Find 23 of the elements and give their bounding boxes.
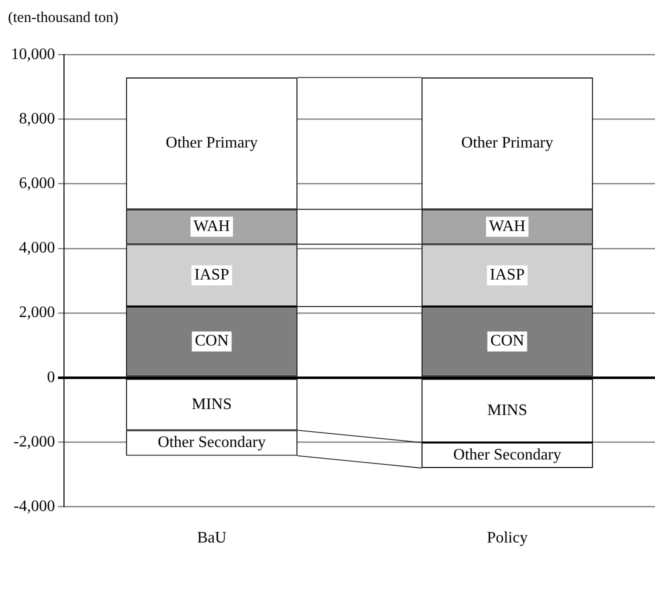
- text: CON: [490, 332, 524, 350]
- y-tick-label: 6,000: [19, 175, 55, 192]
- y-tick-label: 2,000: [19, 304, 55, 322]
- text: IASP: [490, 266, 525, 284]
- series-label: MINS: [192, 396, 232, 413]
- y-tick-label: -2,000: [14, 433, 55, 450]
- y-tick-label: 8,000: [19, 110, 55, 128]
- text: Other Secondary: [453, 446, 562, 464]
- y-axis-title: (ten-thousand ton): [8, 9, 120, 28]
- text: WAH: [489, 218, 526, 235]
- x-tick-label: Policy: [486, 530, 528, 547]
- series-label: WAH: [194, 218, 230, 235]
- text: MINS: [487, 402, 528, 419]
- y-tick-label: 4,000: [19, 240, 55, 257]
- series-label: Other Secondary: [158, 434, 266, 452]
- x-tick-label: BaU: [197, 530, 227, 547]
- series-label: IASP: [194, 266, 230, 284]
- text: Other Primary: [461, 134, 554, 152]
- y-tick-label: 10,000: [11, 46, 55, 63]
- series-label: Other Primary: [166, 134, 258, 152]
- y-tick-label: 0: [47, 368, 55, 386]
- series-label: CON: [194, 332, 230, 350]
- y-tick-label: -4,000: [14, 498, 55, 516]
